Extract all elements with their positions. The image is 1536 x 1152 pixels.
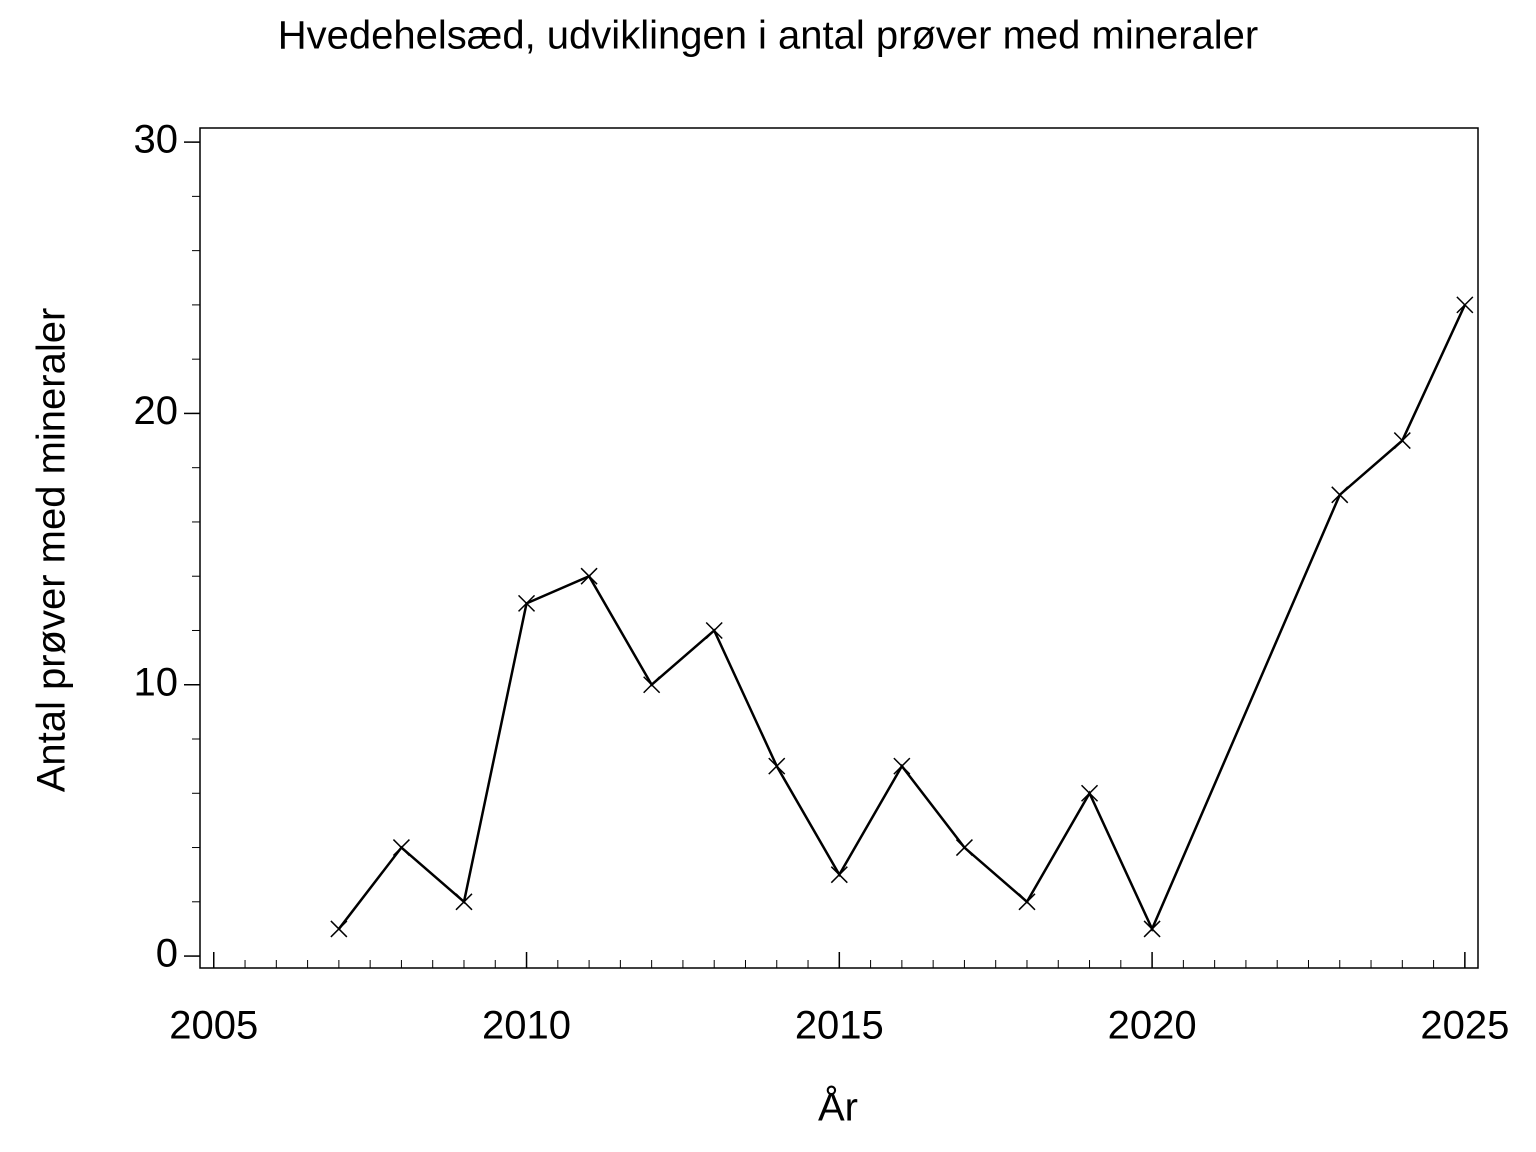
- x-tick-label: 2025: [1420, 1004, 1509, 1048]
- x-tick-label: 2010: [482, 1004, 571, 1048]
- y-tick-label: 30: [134, 118, 179, 162]
- data-point: [1456, 296, 1474, 314]
- data-point: [580, 567, 598, 585]
- data-point: [392, 839, 410, 857]
- data-point: [1080, 784, 1099, 802]
- data-point: [643, 676, 661, 694]
- y-tick-label: 10: [134, 660, 179, 704]
- x-tick-label: 2015: [795, 1004, 884, 1048]
- data-point: [893, 757, 911, 775]
- data-point: [1331, 486, 1349, 504]
- data-line: [337, 304, 1466, 932]
- data-point: [1018, 893, 1036, 911]
- data-point: [1143, 920, 1161, 938]
- data-point: [955, 839, 973, 857]
- x-axis-label: År: [818, 1085, 858, 1130]
- data-point: [518, 594, 536, 612]
- data-point: [768, 757, 786, 775]
- data-point: [705, 621, 723, 640]
- y-tick-label: 0: [156, 932, 178, 976]
- x-tick-label: 2005: [169, 1004, 258, 1048]
- y-tick-label: 20: [134, 389, 179, 433]
- y-axis-label: Antal prøver med mineraler: [30, 308, 74, 793]
- data-point: [830, 866, 848, 884]
- plot-frame: [199, 127, 1479, 969]
- x-tick-label: 2020: [1108, 1004, 1197, 1048]
- chart-title: Hvedehelsæd, udviklingen i antal prøver …: [278, 14, 1258, 58]
- data-point: [330, 920, 348, 938]
- data-point: [1393, 432, 1411, 450]
- data-point: [455, 893, 473, 911]
